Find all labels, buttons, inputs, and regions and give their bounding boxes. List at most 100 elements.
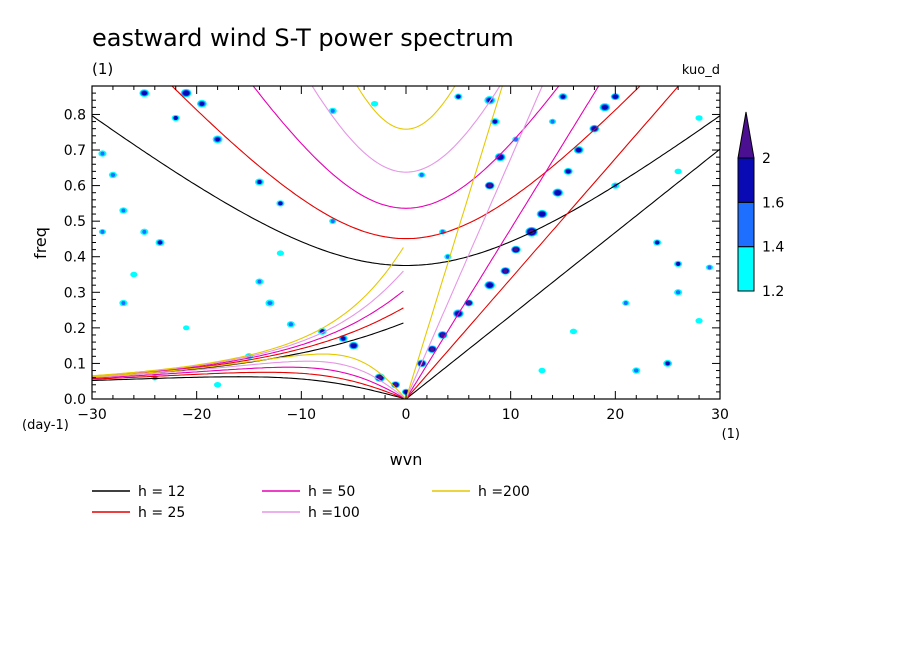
power-contour bbox=[141, 90, 148, 96]
model-label: kuo_d bbox=[682, 63, 720, 78]
legend-item-3: h =100 bbox=[262, 505, 360, 521]
legend-label: h = 50 bbox=[308, 484, 355, 500]
power-region-62 bbox=[674, 260, 683, 267]
power-region-53 bbox=[183, 325, 190, 331]
power-region-70 bbox=[674, 168, 682, 175]
y-tick-label: 0.2 bbox=[64, 321, 86, 337]
power-contour bbox=[623, 300, 628, 305]
colorbar-label: 2 bbox=[762, 151, 771, 167]
power-region-20 bbox=[558, 93, 568, 101]
colorbar-segment bbox=[737, 246, 755, 292]
power-contour bbox=[377, 375, 382, 380]
x-tick-label: 20 bbox=[606, 407, 624, 423]
power-contour bbox=[350, 343, 357, 349]
power-contour bbox=[100, 229, 105, 234]
power-region-35 bbox=[254, 178, 264, 186]
power-region-40 bbox=[119, 207, 128, 214]
power-region-63 bbox=[705, 264, 714, 271]
dispersion-curves bbox=[92, 86, 720, 399]
legend-label: h = 12 bbox=[138, 484, 185, 500]
power-region-12 bbox=[552, 188, 564, 197]
legend-item-2: h = 50 bbox=[262, 484, 355, 500]
curve-ig-h50 bbox=[252, 86, 560, 209]
power-region-33 bbox=[171, 114, 180, 122]
power-region-25 bbox=[348, 341, 359, 350]
power-region-21 bbox=[548, 118, 557, 125]
power-contour bbox=[393, 382, 398, 387]
power-contour bbox=[278, 201, 283, 206]
x-axis: −30 −20 −10 0 10 20 30 bbox=[77, 86, 729, 423]
power-contour bbox=[655, 240, 660, 245]
power-contour bbox=[142, 229, 147, 234]
colorbar-label: 1.6 bbox=[762, 195, 784, 211]
power-region-16 bbox=[599, 103, 611, 112]
power-contour bbox=[214, 381, 222, 388]
curve-kelvin-h100 bbox=[405, 86, 543, 399]
power-contour bbox=[158, 240, 163, 245]
power-region-50 bbox=[371, 100, 379, 107]
power-region-8 bbox=[500, 267, 511, 275]
power-contour bbox=[182, 90, 190, 96]
power-region-68 bbox=[569, 328, 578, 335]
curve-200 bbox=[92, 86, 503, 399]
curve-ig-h200 bbox=[356, 86, 456, 130]
legend-label: h =100 bbox=[308, 505, 360, 521]
power-contour bbox=[487, 183, 492, 188]
power-region-43 bbox=[98, 229, 107, 235]
colorbar-label: 1.2 bbox=[762, 284, 784, 300]
legend: h = 12 h = 25 h = 50 h =100 h =200 bbox=[92, 484, 530, 521]
power-contour bbox=[440, 332, 445, 337]
curve-kelvin-h50 bbox=[405, 86, 600, 399]
power-region-51 bbox=[276, 250, 284, 256]
power-contour bbox=[257, 279, 262, 284]
power-contour bbox=[257, 180, 262, 185]
legend-item-0: h = 12 bbox=[92, 484, 185, 500]
power-contour bbox=[707, 265, 712, 270]
power-region-64 bbox=[632, 367, 641, 374]
power-region-39 bbox=[140, 228, 149, 235]
colorbar-label: 1.4 bbox=[762, 240, 784, 256]
power-region-61 bbox=[674, 289, 683, 296]
power-region-49 bbox=[328, 107, 337, 115]
power-contour bbox=[341, 336, 346, 341]
power-region-60 bbox=[653, 239, 662, 246]
power-region-14 bbox=[573, 146, 584, 154]
power-contour bbox=[695, 317, 703, 324]
power-region-29 bbox=[265, 299, 275, 307]
power-region-1 bbox=[494, 152, 506, 162]
power-contour bbox=[492, 119, 497, 124]
power-region-13 bbox=[563, 167, 573, 175]
power-region-7 bbox=[484, 280, 496, 290]
power-contour bbox=[267, 300, 273, 305]
power-contour bbox=[445, 254, 450, 259]
power-region-38 bbox=[155, 239, 165, 246]
curve-rossby-h12 bbox=[92, 376, 407, 399]
power-contour bbox=[100, 151, 105, 156]
power-contour bbox=[288, 322, 294, 327]
power-contour bbox=[601, 104, 608, 110]
y-tick-label: 0.1 bbox=[64, 356, 86, 372]
power-region-30 bbox=[255, 278, 264, 285]
curve-rossby-h50 bbox=[92, 366, 407, 399]
power-region-11 bbox=[536, 209, 548, 219]
power-contour bbox=[550, 119, 555, 124]
power-contour bbox=[674, 168, 682, 175]
colorbar: 1.2 1.4 1.6 2 bbox=[737, 111, 784, 300]
power-contour bbox=[371, 100, 379, 107]
power-contour bbox=[183, 325, 190, 331]
power-contour bbox=[575, 147, 582, 153]
power-contour bbox=[121, 208, 126, 213]
power-contour bbox=[419, 172, 424, 177]
legend-item-4: h =200 bbox=[432, 484, 530, 500]
power-region-48 bbox=[329, 218, 337, 224]
power-contour bbox=[430, 347, 435, 352]
power-region-42 bbox=[98, 150, 107, 157]
curve-ig-h12 bbox=[92, 115, 720, 267]
curve-rossby-h200 bbox=[92, 353, 407, 399]
power-region-54 bbox=[418, 172, 426, 178]
power-region-45 bbox=[119, 299, 128, 307]
x-tick-label: 10 bbox=[502, 407, 520, 423]
y-unit-label: (day-1) bbox=[22, 418, 69, 433]
chart-title: eastward wind S-T power spectrum bbox=[92, 24, 514, 52]
power-contour bbox=[486, 282, 494, 288]
